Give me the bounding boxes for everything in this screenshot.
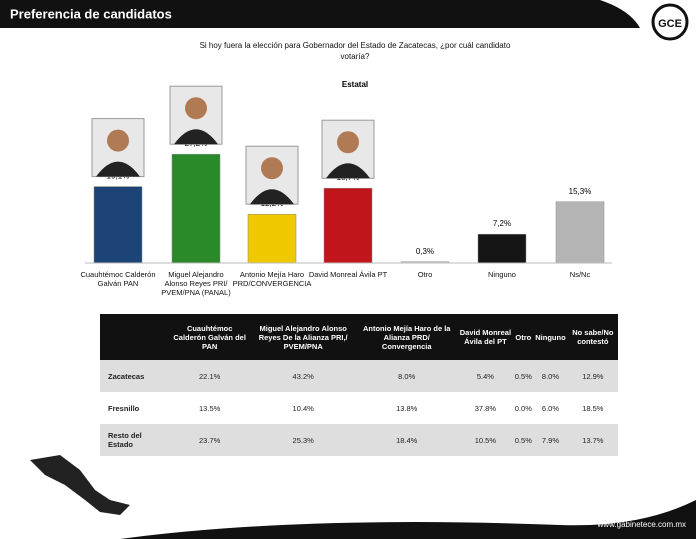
category-label: David Monreal Ávila PT [308, 270, 388, 279]
category-label: Antonio Mejía Haro PRD/CONVERGENCIA [232, 270, 312, 288]
chart-title: Si hoy fuera la elección para Gobernador… [199, 41, 511, 61]
value-label: 0,3% [416, 247, 434, 256]
table-header: Cuauhtémoc Calderón Galván del PAN [169, 314, 251, 360]
value-label: 7,2% [493, 219, 511, 228]
map [30, 455, 130, 515]
photo-body [96, 161, 140, 177]
chart-subtitle: Estatal [342, 80, 368, 89]
photo-face [261, 157, 283, 180]
table-row: Resto del Estado 23.7% 25.3% 18.4% 10.5% 0.5%… [100, 424, 618, 456]
bar [171, 153, 221, 264]
table-cell: 7.9% [533, 424, 568, 456]
table-header: Miguel Alejandro Alonso Reyes De la Alia… [250, 314, 357, 360]
table-row: Fresnillo 13.5% 10.4% 13.8% 37.8% 0.0% 6.0% 18.… [100, 392, 618, 424]
bar [477, 233, 527, 264]
category-label: Otro [417, 270, 433, 279]
table-cell: 43.2% [250, 360, 357, 392]
bar [555, 201, 605, 264]
footer: www.gabinetece.com.mx [597, 520, 686, 529]
category-label: Miguel Alejandro Alonso Reyes PRI/ PVEM/… [161, 270, 231, 297]
table-cell: 13.5% [199, 403, 221, 413]
table-header: Otro [513, 314, 534, 360]
table-cell: 18.4% [356, 424, 458, 456]
table-header: No sabe/No contestó [567, 314, 618, 360]
table-header: Ninguno [533, 314, 568, 360]
category-label: Ns/Nc [569, 270, 591, 279]
table-cell: 0.5% [513, 360, 534, 392]
photo-face [337, 131, 359, 154]
table-cell: 6.0% [541, 403, 560, 413]
table-cell: 10.4% [292, 403, 314, 413]
table-cell: 10.5% [457, 424, 514, 456]
bar [323, 187, 373, 264]
header-bar [0, 0, 640, 28]
footer-swoosh [120, 500, 696, 539]
table-header: David Monreal Ávila del PT [457, 314, 514, 360]
table-cell: 12.9% [567, 360, 618, 392]
photo-face [107, 129, 129, 152]
table-cell: 0.0% [514, 403, 532, 413]
table-cell: 25.3% [250, 424, 357, 456]
value-label: 15,3% [569, 187, 592, 196]
table-cell: 22.1% [169, 360, 251, 392]
photo-body [326, 163, 370, 179]
table-cell: Fresnillo [108, 403, 140, 413]
table-cell: 8.0% [356, 360, 458, 392]
table-header [100, 314, 169, 360]
logo: GCE [658, 18, 682, 30]
logo-circle [651, 3, 689, 41]
category-label: Ninguno [488, 270, 516, 279]
table-cell: 0.5% [513, 424, 534, 456]
table-cell: Resto del Estado [100, 424, 169, 456]
header-title: Preferencia de candidatos [10, 6, 172, 21]
photo-body [174, 129, 218, 145]
table-cell: 5.4% [457, 360, 514, 392]
table-cell: 13.8% [396, 403, 418, 413]
photo-face [185, 97, 207, 120]
table-cell: 18.5% [582, 403, 604, 413]
table-cell: Zacatecas [100, 360, 169, 392]
bar [93, 186, 143, 264]
category-label: Cuauhtémoc Calderón Galván PAN [80, 270, 156, 288]
table-row: Zacatecas 22.1% 43.2% 8.0% 5.4% 0.5% 8.0% 12.9% [100, 360, 618, 392]
bar [247, 213, 297, 264]
table-cell: 37.8% [474, 403, 497, 413]
photo-body [250, 189, 294, 205]
table-cell: 13.7% [567, 424, 618, 456]
table-header: Antonio Mejía Haro de la Alianza PRD/ Co… [356, 314, 458, 360]
results-table: Cuauhtémoc Calderón Galván del PAN Miguel… [100, 314, 618, 456]
table-cell: 8.0% [533, 360, 568, 392]
table-cell: 23.7% [169, 424, 251, 456]
